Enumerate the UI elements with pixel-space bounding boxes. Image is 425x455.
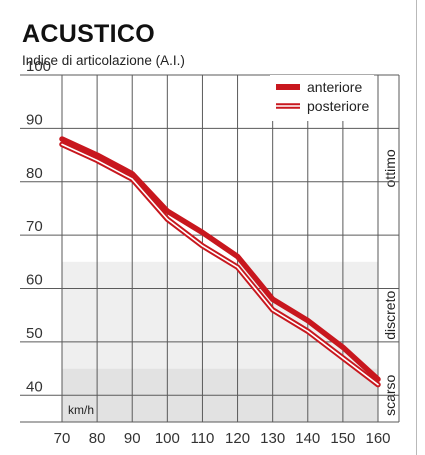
x-tick-label: 140 [295, 430, 320, 447]
x-tick-label: 120 [225, 430, 250, 447]
x-tick-label: 110 [190, 430, 214, 447]
x-tick-label: 90 [124, 430, 141, 447]
x-tick-label: 70 [54, 430, 71, 447]
band-discreto [62, 261, 378, 369]
chart-subtitle: Indice di articolazione (A.I.) [22, 53, 185, 68]
y-tick-label: 80 [26, 165, 43, 182]
series-anteriore [59, 136, 381, 383]
y-tick-label: 60 [26, 272, 43, 289]
x-tick-label: 160 [365, 430, 390, 447]
x-tick-label: 80 [89, 430, 106, 447]
series-lines [59, 136, 381, 388]
x-tick-label: 150 [330, 430, 355, 447]
y-tick-label: 40 [26, 378, 43, 395]
x-tick-label: 130 [260, 430, 285, 447]
x-tick-label: 100 [155, 430, 180, 447]
x-axis-ticks: 70 80 90 100 110 120 130 140 150 160 [54, 430, 391, 447]
legend-label-anteriore: anteriore [307, 79, 362, 95]
right-border [416, 0, 417, 455]
band-label-ottimo: ottimo [382, 149, 398, 187]
y-tick-label: 100 [26, 58, 51, 75]
x-axis-unit: km/h [68, 403, 94, 417]
y-tick-label: 50 [26, 325, 43, 342]
y-tick-label: 70 [26, 218, 43, 235]
y-tick-label: 90 [26, 111, 43, 128]
legend-label-posteriore: posteriore [307, 98, 369, 114]
series-posteriore-inner [61, 143, 379, 386]
chart-title: ACUSTICO [22, 20, 155, 48]
band-label-discreto: discreto [382, 291, 398, 340]
y-axis-ticks: 40 50 60 70 80 90 100 [26, 58, 51, 395]
legend-background [270, 75, 374, 121]
legend: anteriore posteriore [270, 75, 374, 121]
